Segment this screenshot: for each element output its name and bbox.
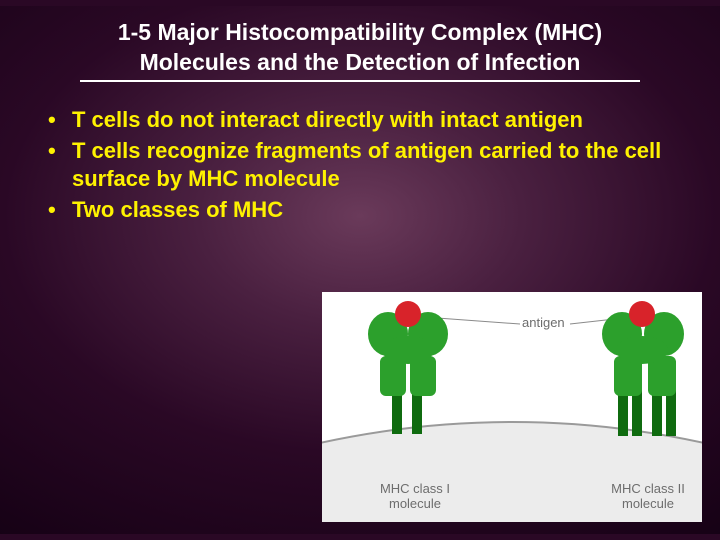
antigen-icon (629, 301, 655, 327)
bullet-item: T cells do not interact directly with in… (44, 106, 680, 134)
slide-title: 1-5 Major Histocompatibility Complex (MH… (0, 0, 720, 78)
mhc1-caption-l2: molecule (389, 496, 441, 511)
mhc2-caption-l1: MHC class II (611, 481, 685, 496)
bottom-bar (0, 534, 720, 540)
bullet-item: Two classes of MHC (44, 196, 680, 224)
title-line-2: Molecules and the Detection of Infection (140, 49, 581, 75)
mhc2-caption-l2: molecule (622, 496, 674, 511)
bullet-list: T cells do not interact directly with in… (0, 82, 720, 224)
bullet-item: T cells recognize fragments of antigen c… (44, 137, 680, 192)
antigen-icon (395, 301, 421, 327)
mhc-diagram: antigen MHC class I molecule MHC class I… (322, 292, 702, 522)
mhc-class-1 (368, 301, 448, 434)
title-line-1: 1-5 Major Histocompatibility Complex (MH… (118, 19, 602, 45)
mhc2-caption: MHC class II molecule (600, 482, 696, 512)
slide: 1-5 Major Histocompatibility Complex (MH… (0, 0, 720, 540)
mhc1-caption-l1: MHC class I (380, 481, 450, 496)
mhc-class-2 (602, 301, 684, 436)
top-bar (0, 0, 720, 6)
mhc1-caption: MHC class I molecule (370, 482, 460, 512)
antigen-label: antigen (522, 316, 565, 331)
